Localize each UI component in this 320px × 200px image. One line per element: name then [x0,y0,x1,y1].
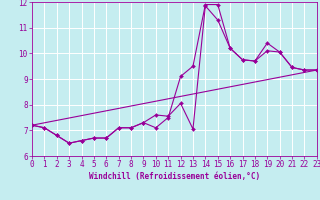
X-axis label: Windchill (Refroidissement éolien,°C): Windchill (Refroidissement éolien,°C) [89,172,260,181]
